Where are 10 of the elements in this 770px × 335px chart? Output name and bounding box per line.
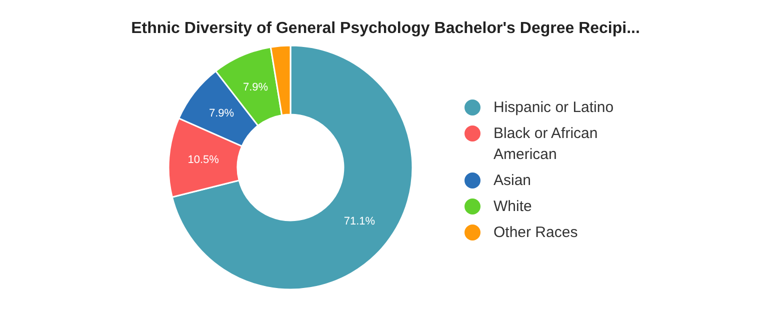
chart-title: Ethnic Diversity of General Psychology Bachelor's Degree Recipi... [131,20,640,37]
data-label: 71.1% [344,215,376,228]
data-label: 7.9% [208,108,234,120]
legend-label: Black or African American [494,125,598,163]
legend-label: Hispanic or Latino [494,99,614,116]
data-label: 10.5% [188,154,220,166]
legend-label: White [494,198,532,215]
legend-label: Asian [494,172,532,189]
data-label: 7.9% [242,81,268,94]
legend-label: Other Races [494,224,578,241]
